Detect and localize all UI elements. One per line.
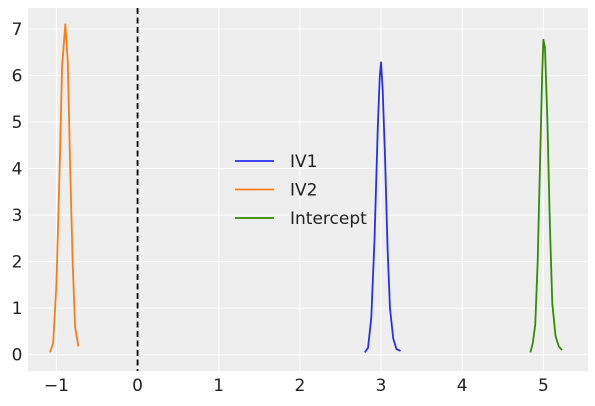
series-line-intercept [529, 38, 563, 353]
legend: IV1 IV2 Intercept [235, 152, 367, 229]
y-tick-label: 3 [12, 206, 23, 226]
legend-label-iv2: IV2 [290, 181, 317, 201]
y-tick-label: 1 [12, 299, 23, 319]
y-tick-label: 6 [12, 66, 23, 86]
plot-background [28, 8, 588, 371]
y-tick-label: 7 [12, 20, 23, 40]
y-tick-label: 4 [12, 160, 23, 180]
grid [28, 8, 588, 371]
y-tick-label: 0 [12, 346, 23, 366]
x-tick-label: −1 [44, 376, 69, 396]
legend-label-intercept: Intercept [290, 209, 367, 229]
x-tick-label: 4 [457, 376, 468, 396]
series-line-iv2 [49, 23, 80, 353]
legend-label-iv1: IV1 [290, 152, 317, 172]
x-tick-label: 1 [213, 376, 224, 396]
series-lines [49, 23, 563, 353]
y-axis-ticks: 0 1 2 3 4 5 6 7 [12, 20, 23, 366]
x-tick-label: 5 [538, 376, 549, 396]
x-tick-label: 3 [376, 376, 387, 396]
x-tick-label: 2 [294, 376, 305, 396]
x-axis-ticks: −1 0 1 2 3 4 5 [44, 376, 549, 396]
x-tick-label: 0 [132, 376, 143, 396]
y-tick-label: 2 [12, 253, 23, 273]
series-line-iv1 [364, 61, 401, 353]
y-tick-label: 5 [12, 113, 23, 133]
